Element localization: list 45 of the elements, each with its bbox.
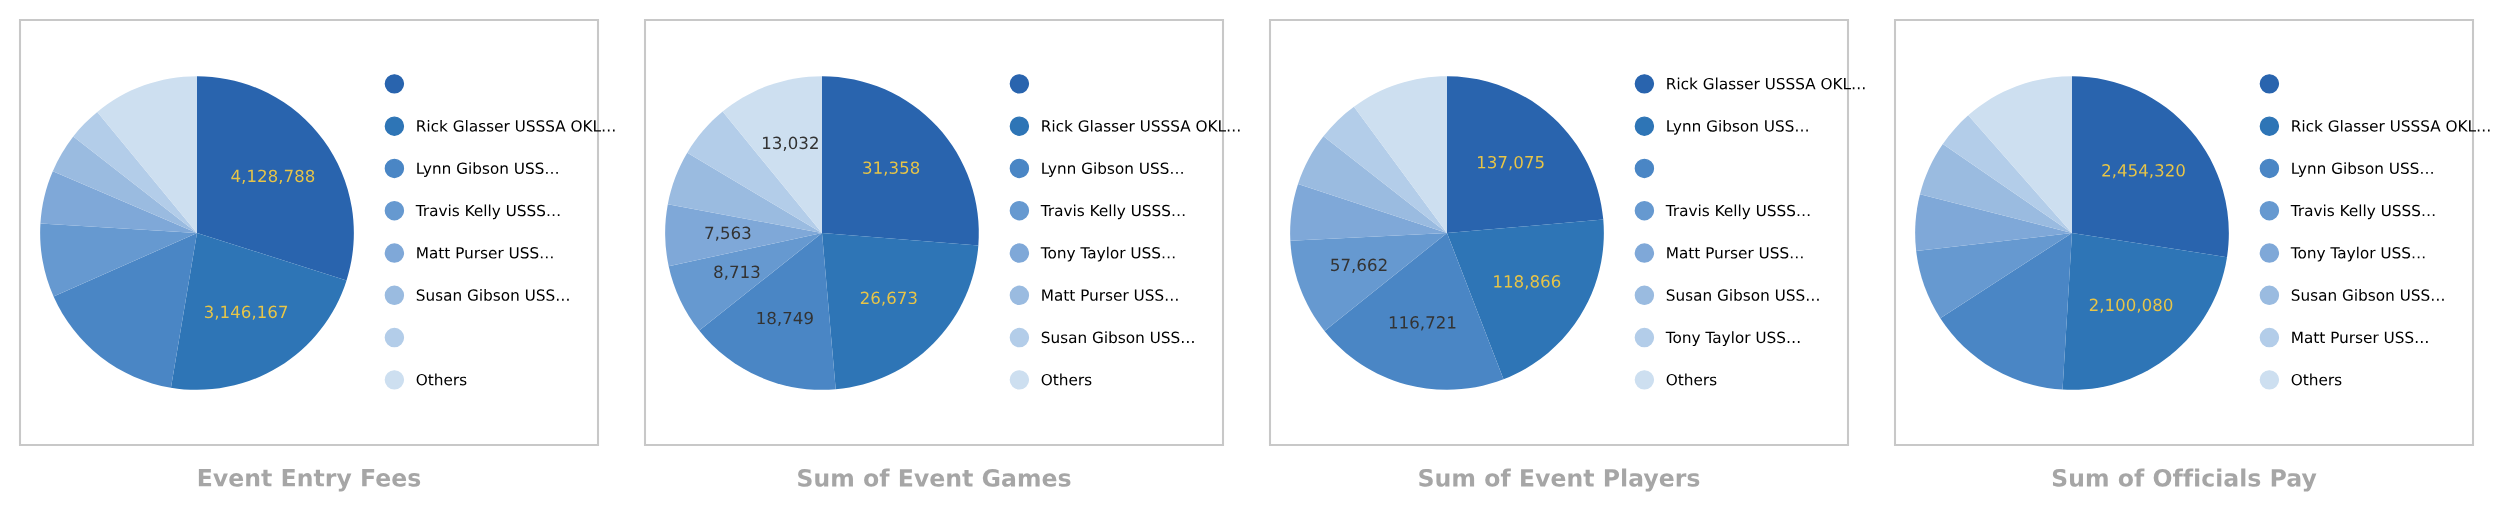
legend-label: Susan Gibson USS… [1041,331,1194,344]
data-label: 137,075 [1478,155,1544,171]
data-label: 18,749 [757,311,813,327]
text: Sum of Event Players [1419,468,1700,492]
legend-label: Tony Taylor USS… [2290,246,2425,262]
legend-label: Tony Taylor USS… [1665,331,1800,347]
legend-label: Rick Glasser USSSA OKL… [2292,119,2490,132]
data-label: 118,866 [1494,275,1561,290]
data-label: 31,358 [863,161,920,176]
legend-label: Travis Kelly USSS… [1040,204,1185,220]
legend-label: Others [1666,373,1717,386]
legend-label: Travis Kelly USSS… [415,204,560,220]
legend-label: Susan Gibson USS… [2291,289,2444,301]
data-label: 13,032 [763,136,818,151]
legend-label: Rick Glasser USSSA OKL… [1667,77,1865,90]
data-label: 3,146,167 [204,305,288,320]
data-label: 57,662 [1331,258,1387,273]
data-label: 8,713 [714,265,760,280]
legend-label: Tony Taylor USS… [1040,246,1175,262]
data-label: 2,100,080 [2089,298,2173,313]
legend-label: Matt Purser USS… [417,247,553,259]
legend-label: Matt Purser USS… [1667,247,1803,259]
legend-label: Rick Glasser USSSA OKL… [417,119,615,132]
text: Sum of Event Games [798,468,1071,487]
legend-label: Susan Gibson USS… [1666,289,1819,301]
legend-label: Lynn Gibson USS… [417,162,558,177]
data-label: 7,563 [705,226,751,241]
legend-label: Others [2291,373,2342,386]
data-label: 26,673 [860,291,917,306]
legend-label: Lynn Gibson USS… [1042,162,1183,177]
data-label: 116,721 [1389,316,1456,331]
data-label: 4,128,788 [231,169,315,184]
legend-label: Susan Gibson USS… [416,289,569,301]
legend-label: Lynn Gibson USS… [2292,162,2433,177]
legend-label: Travis Kelly USSS… [2290,204,2435,220]
text: Event Entry Fees [198,469,421,492]
legend-label: Others [416,373,467,386]
text: Sum of Officials Pay [2052,468,2317,492]
legend-label: Matt Purser USS… [2292,331,2428,344]
legend-label: Lynn Gibson USS… [1667,119,1808,135]
legend-label: Others [1041,373,1092,386]
legend-label: Travis Kelly USSS… [1665,204,1810,220]
legend-label: Matt Purser USS… [1042,289,1178,301]
data-label: 2,454,320 [2102,164,2185,179]
legend-label: Rick Glasser USSSA OKL… [1042,119,1240,132]
